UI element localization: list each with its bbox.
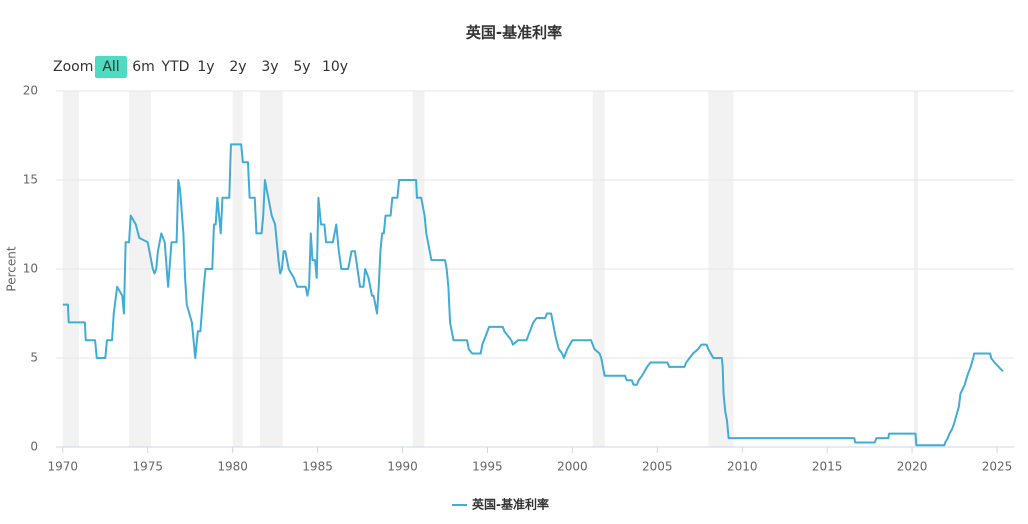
range-button[interactable]: 1y — [197, 59, 214, 75]
range-button[interactable]: 3y — [261, 59, 278, 75]
range-button[interactable]: 6m — [132, 59, 155, 75]
x-tick-label: 1990 — [387, 460, 418, 474]
legend-label[interactable]: 英国-基准利率 — [472, 497, 549, 512]
x-tick-label: 1975 — [132, 460, 163, 474]
x-tick-label: 2015 — [812, 460, 843, 474]
x-tick-label: 2005 — [642, 460, 673, 474]
x-tick-label: 2000 — [557, 460, 588, 474]
y-tick-label: 15 — [23, 173, 38, 187]
range-button[interactable]: All — [102, 59, 119, 75]
x-tick-label: 1970 — [48, 460, 79, 474]
x-tick-label: 2020 — [897, 460, 928, 474]
x-tick-label: 2010 — [727, 460, 758, 474]
chart-title: 英国-基准利率 — [466, 24, 562, 42]
zoom-label: Zoom — [53, 59, 93, 75]
y-tick-label: 20 — [23, 84, 38, 98]
y-tick-label: 5 — [30, 351, 38, 365]
range-button[interactable]: 10y — [322, 59, 348, 75]
range-button[interactable]: 5y — [293, 59, 310, 75]
x-tick-label: 1995 — [472, 460, 503, 474]
range-button[interactable]: 2y — [229, 59, 246, 75]
range-button[interactable]: YTD — [161, 59, 190, 75]
line-series — [62, 143, 1004, 447]
y-tick-label: 0 — [30, 440, 38, 454]
x-tick-label: 2025 — [982, 460, 1013, 474]
x-tick-label: 1980 — [217, 460, 248, 474]
x-tick-label: 1985 — [302, 460, 333, 474]
y-tick-label: 10 — [23, 262, 38, 276]
y-axis-label: Percent — [5, 246, 19, 291]
range-button-selected[interactable] — [95, 56, 127, 78]
